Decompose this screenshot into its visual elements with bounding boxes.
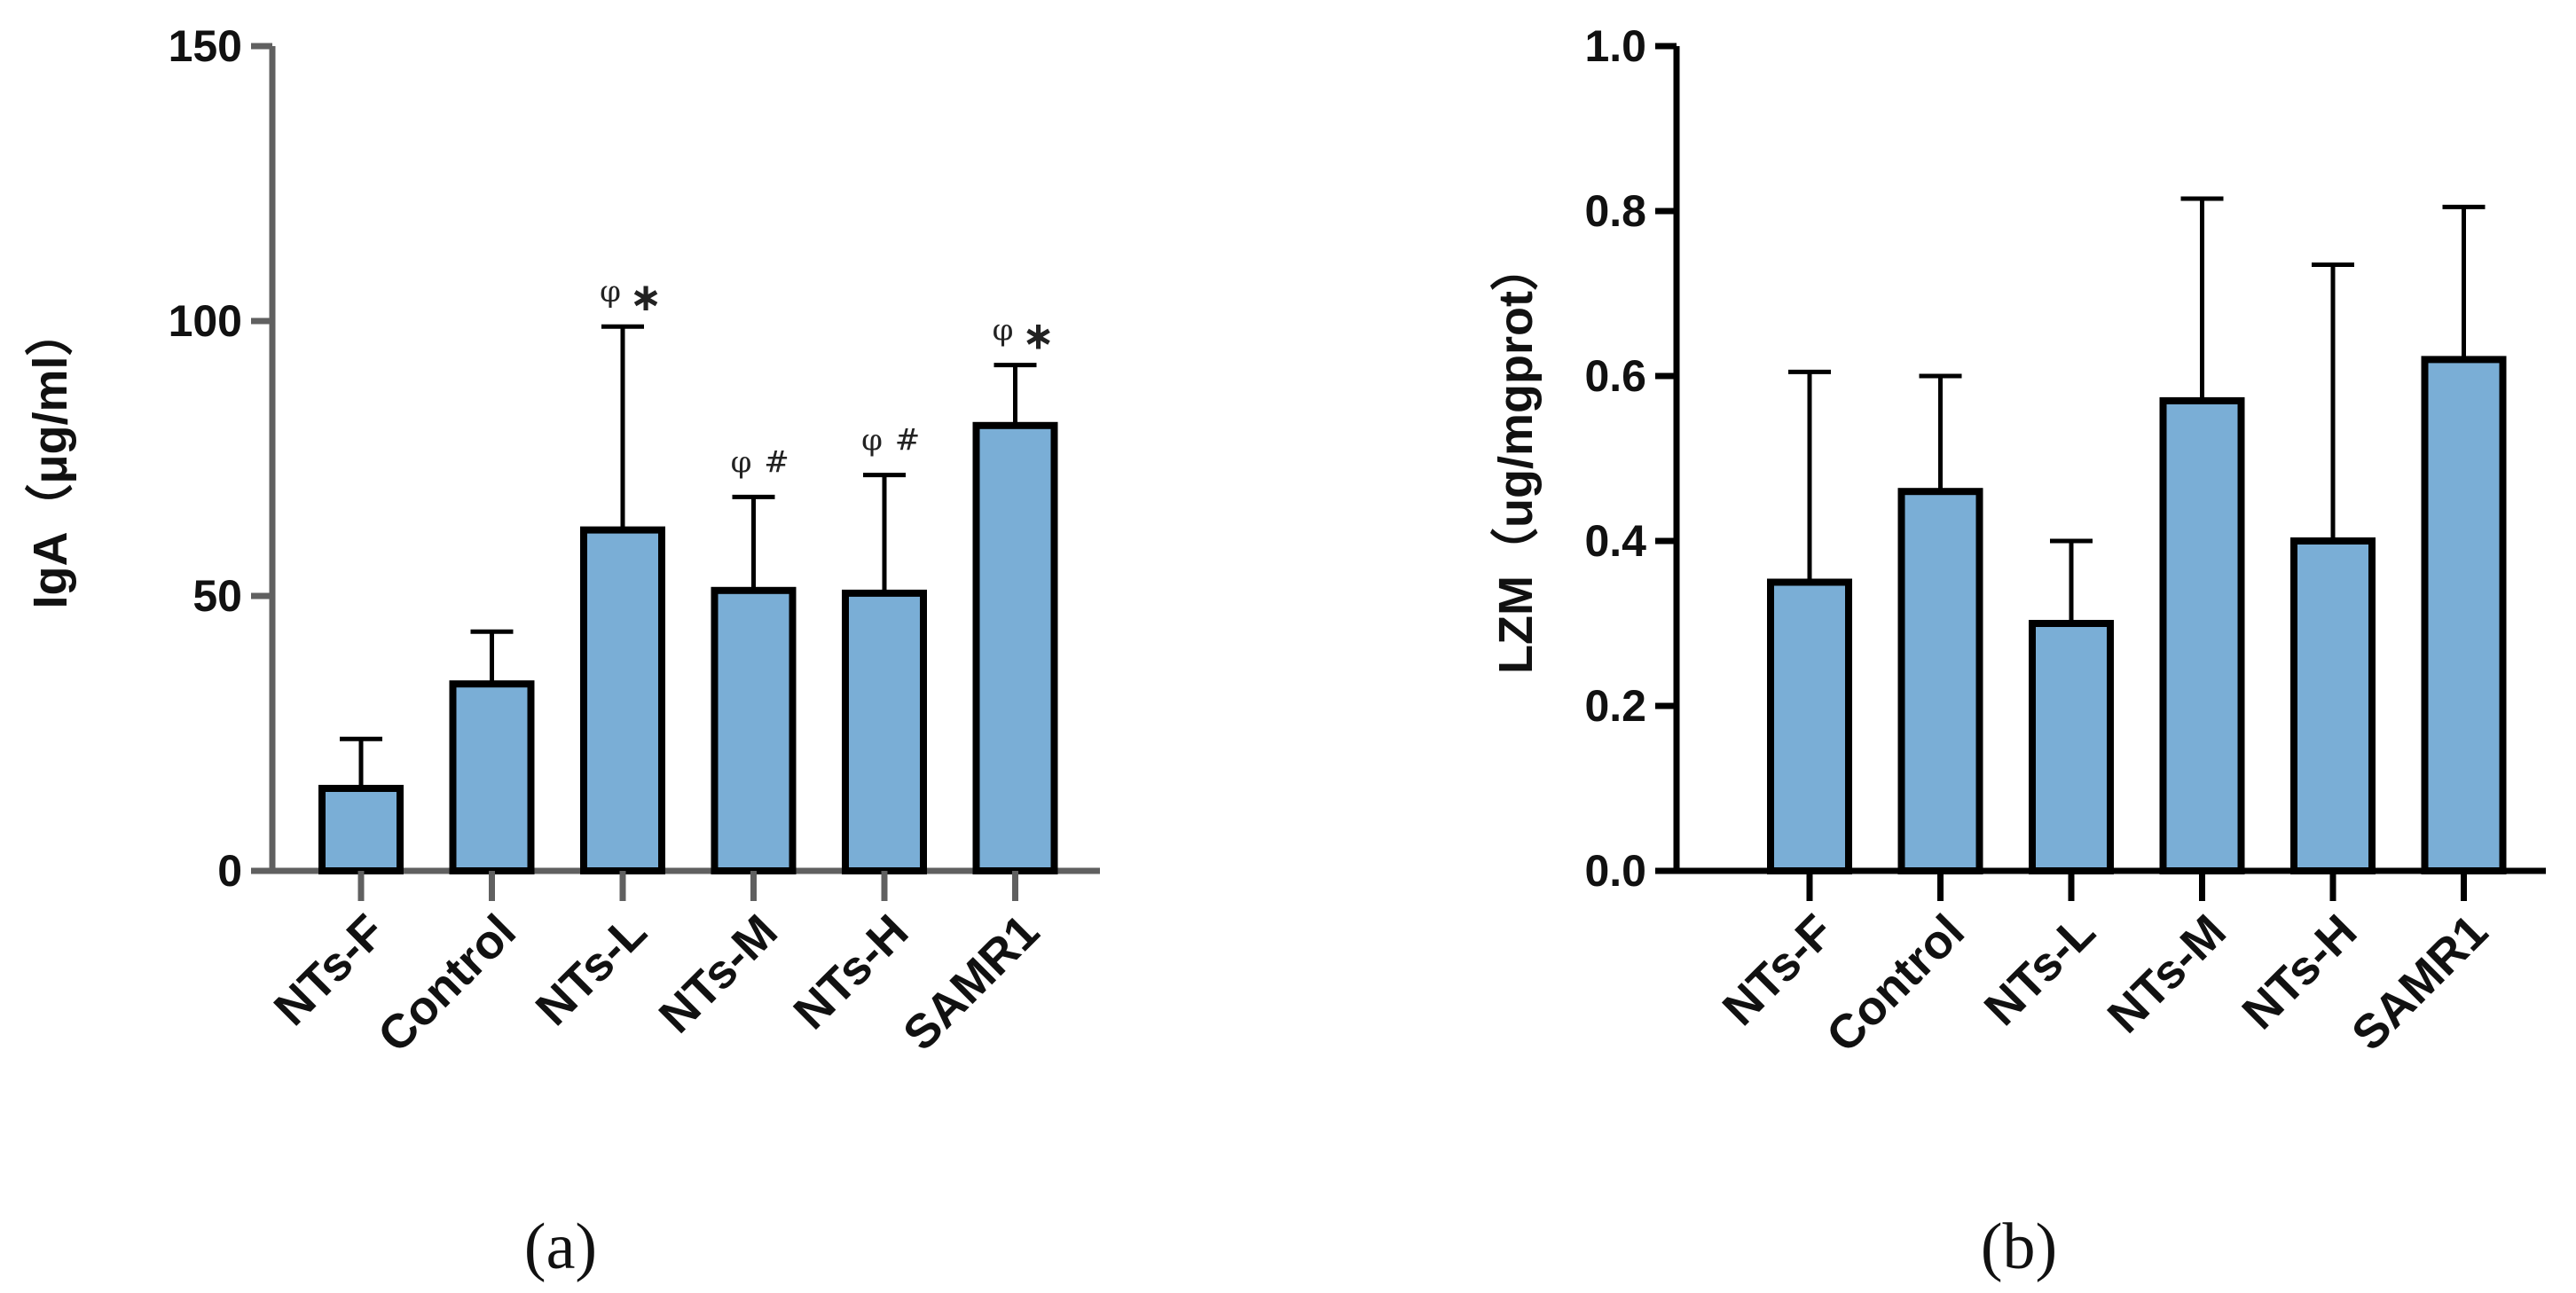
panel-a-bar-nts-h (842, 589, 927, 875)
panel-b-y-tick-label: 0.2 (1584, 681, 1646, 731)
panel-a-category-label: Control (368, 905, 526, 1062)
panel-a-category-label: NTs-M (649, 905, 788, 1043)
panel-b-category-label: NTs-F (1713, 905, 1844, 1036)
panel-a-annotation-mark: ∗ (630, 275, 663, 320)
panel-a-annotation-phi: φ (731, 444, 752, 480)
panel-b-category-label: SAMR1 (2342, 905, 2498, 1061)
panel-a-annotation-mark: # (764, 444, 789, 480)
panel-b-chart: 0.0 0.2 0.4 0.6 0.8 1.0 LZM（ug/mgprot） NTs-FCon… (1489, 21, 2546, 1062)
panel-a-y-tick-label: 50 (192, 571, 242, 621)
panel-a-y-tick-label: 0 (217, 846, 242, 896)
panel-b-y-tick-label: 0.4 (1584, 516, 1646, 566)
panel-b-y-axis-title: LZM（ug/mgprot） (1489, 243, 1543, 674)
panel-b-bar-nts-m (2159, 396, 2245, 874)
panel-a-bar-control (449, 680, 535, 875)
panel-a-annotation-phi: φ (861, 423, 883, 458)
panel-a-category-label: NTs-F (264, 905, 396, 1036)
panel-a-y-tick-label: 100 (169, 296, 242, 346)
panel-b-y-tick-label: 1.0 (1584, 21, 1646, 71)
panel-b-bar-nts-h (2290, 537, 2376, 874)
panel-a-annotation-mark: # (895, 423, 921, 458)
panel-a-category-label: NTs-L (526, 905, 657, 1036)
panel-a-category-label: SAMR1 (893, 905, 1049, 1061)
panel-a-bar-nts-f (318, 785, 404, 874)
panel-b-category-label: NTs-M (2098, 905, 2236, 1043)
panel-a-bar-nts-m (711, 586, 797, 874)
panel-b-bar-nts-f (1767, 578, 1852, 874)
panel-b-bar-samr1 (2421, 356, 2507, 874)
panel-a-annotation-phi: φ (600, 274, 621, 310)
panel-b-y-tick-label: 0.0 (1584, 846, 1646, 896)
panel-a-bar-nts-l (580, 526, 665, 874)
panel-b-bar-nts-l (2029, 620, 2114, 874)
panel-b-category-label: Control (1817, 905, 1975, 1062)
panel-a-annotation-mark: ∗ (1022, 314, 1055, 359)
panel-a-label: (a) (524, 1211, 597, 1283)
panel-a-y-tick-label: 150 (169, 21, 242, 71)
panel-b-y-tick-label: 0.6 (1584, 351, 1646, 401)
panel-a-y-axis-title: IgA（μg/ml） (24, 308, 77, 608)
panel-b-category-label: NTs-L (1975, 905, 2106, 1036)
panel-b-bar-control (1897, 488, 1983, 874)
panel-b-y-tick-label: 0.8 (1584, 186, 1646, 236)
panel-b-label: (b) (1981, 1211, 2057, 1283)
panel-a-annotation-phi: φ (993, 313, 1014, 349)
panel-a-bar-samr1 (972, 421, 1058, 874)
